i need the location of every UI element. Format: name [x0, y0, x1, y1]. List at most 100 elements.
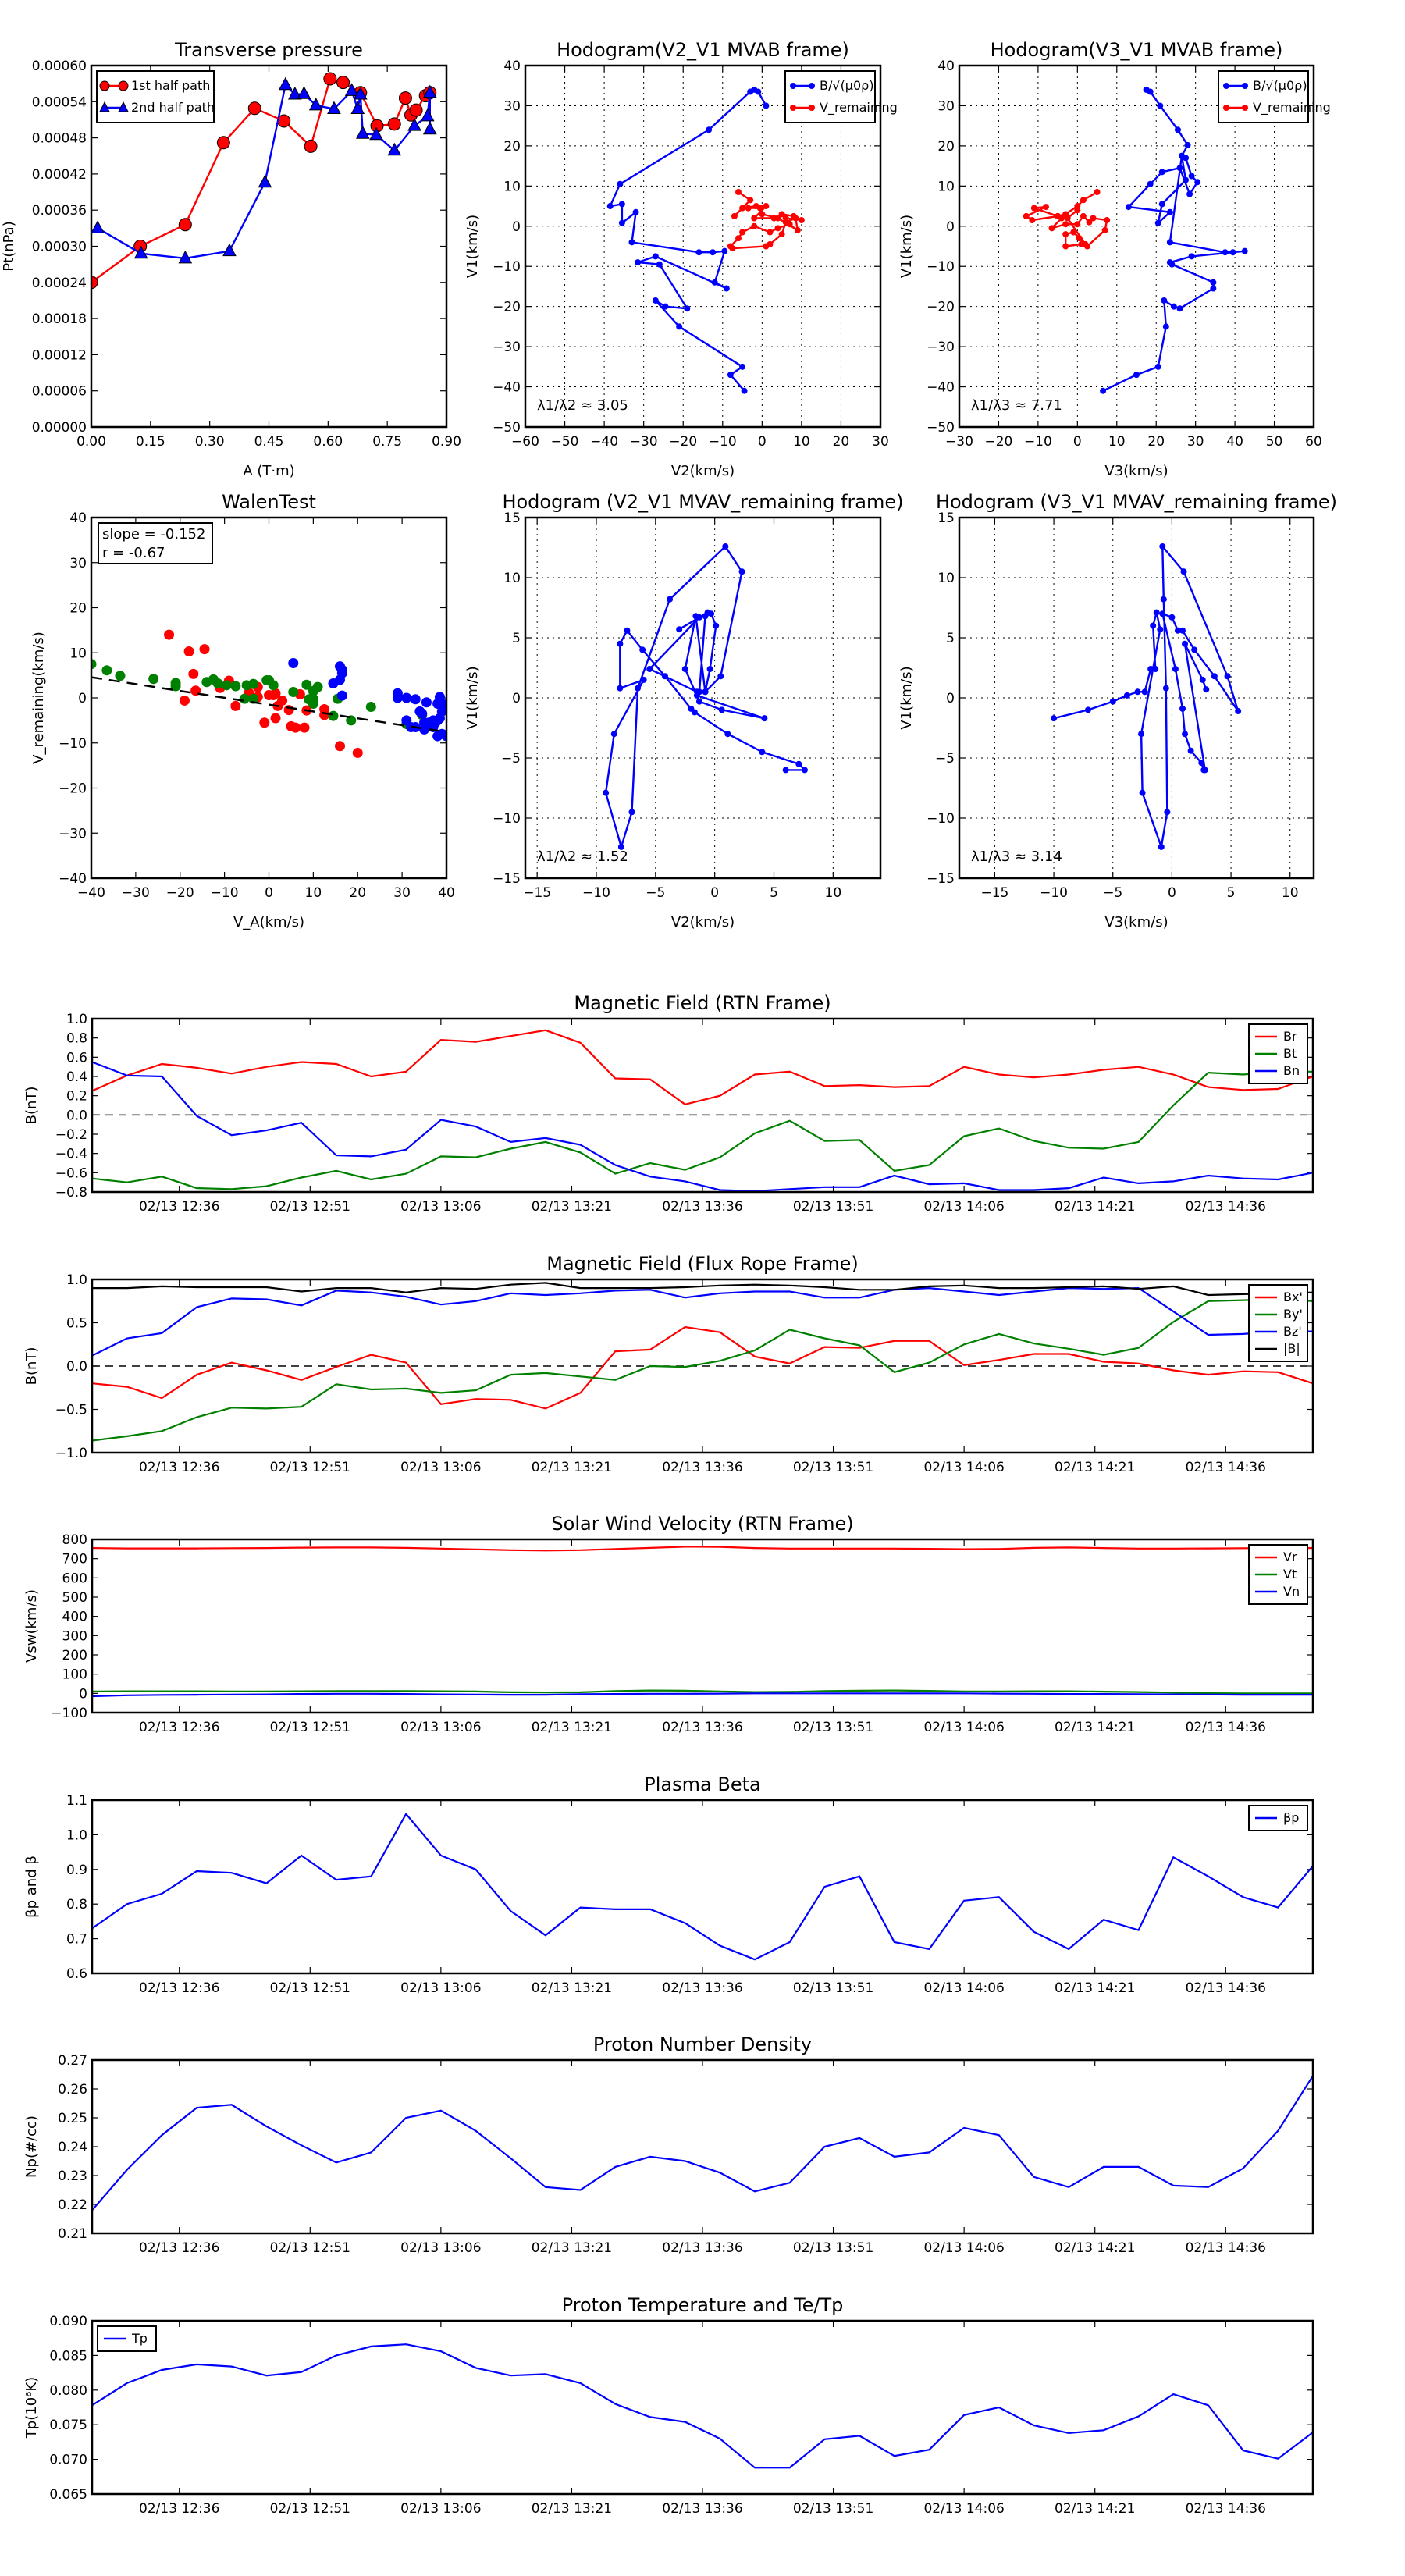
data-point-green: [212, 678, 223, 689]
x-tick-label: 0: [265, 885, 273, 901]
solar-wind-velocity-legend: Vr Vt Vn: [1248, 1544, 1308, 1605]
data-point-marker: [1080, 212, 1087, 219]
legend-marker: [99, 101, 110, 112]
data-point-marker: [1154, 219, 1161, 226]
plasma-beta-legend: βp: [1248, 1805, 1308, 1831]
y-tick-label: −30: [493, 340, 521, 355]
data-point-blue: [441, 731, 446, 742]
data-point-marker: [731, 212, 738, 219]
data-point-marker: [1125, 204, 1132, 211]
data-point-marker: [1042, 204, 1049, 211]
x-tick-label: −15: [980, 885, 1008, 901]
proton-number-density-chart: Proton Number Density 02/13 12:36 02/13 12…: [23, 2033, 1314, 2256]
data-point-green: [288, 686, 299, 697]
walen-r-text: r = -0.67: [102, 545, 165, 561]
legend-label: 1st half path: [131, 78, 210, 93]
y-tick-label: −10: [927, 811, 955, 827]
x-tick-label: 02/13 12:51: [270, 1460, 350, 1475]
x-tick-label: 02/13 13:36: [662, 1980, 742, 1996]
data-point-marker: [741, 387, 748, 394]
data-point-marker: [308, 97, 323, 111]
data-point-marker: [1082, 240, 1089, 247]
x-tick-label: 02/13 13:06: [400, 2501, 481, 2517]
data-point-marker: [1159, 543, 1166, 550]
legend-marker: [809, 83, 815, 89]
x-tick-label: −30: [122, 885, 150, 901]
y-tick-label: 1.0: [66, 1012, 87, 1027]
data-point-marker: [1152, 666, 1159, 673]
x-tick-label: −10: [709, 434, 737, 450]
data-point-marker: [1210, 285, 1217, 292]
legend-label: Br: [1283, 1029, 1297, 1044]
data-point-marker: [1074, 221, 1081, 228]
series-line-Vremaining: [729, 191, 802, 250]
legend-label: B/√(μ0ρ): [1253, 78, 1307, 93]
series-line-Vr: [92, 1546, 1313, 1552]
transverse-pressure-axes-frame: [90, 64, 448, 429]
x-tick-label: 0: [758, 434, 767, 450]
y-tick-label: 0.7: [66, 1932, 87, 1948]
data-point-marker: [617, 640, 624, 647]
legend-marker: [1223, 83, 1229, 89]
data-point-marker: [1141, 688, 1148, 696]
x-tick-label: −10: [1040, 885, 1068, 901]
x-tick-label: −60: [511, 434, 539, 450]
x-tick-label: 02/13 14:06: [923, 2240, 1004, 2256]
data-point-green: [248, 678, 259, 689]
series-line-Vn: [92, 1692, 1313, 1698]
data-point-marker: [639, 646, 646, 653]
data-point-marker: [774, 225, 781, 232]
data-point-marker: [646, 666, 653, 673]
y-tick-label: 600: [62, 1571, 87, 1586]
y-tick-label: 0.26: [58, 2082, 87, 2097]
y-tick-label: 30: [69, 556, 87, 571]
x-tick-label: 0: [710, 885, 719, 901]
data-point-marker: [610, 731, 617, 738]
data-point-marker: [1168, 261, 1176, 268]
data-point-marker: [751, 215, 758, 222]
x-tick-label: 02/13 13:21: [532, 1720, 612, 1735]
data-point-marker: [178, 250, 193, 264]
data-point-marker: [1074, 207, 1081, 214]
y-tick-label: 5: [946, 631, 955, 646]
x-tick-label: 02/13 12:51: [270, 1199, 350, 1215]
data-point-marker: [1179, 705, 1186, 712]
hodogram-v2-v1-mvab-ylabel: V1(km/s): [464, 215, 481, 278]
x-tick-label: −10: [1024, 434, 1052, 450]
x-tick-label: 02/13 12:51: [270, 2501, 350, 2517]
x-tick-label: 02/13 14:36: [1186, 1199, 1266, 1215]
y-tick-label: −40: [59, 871, 87, 887]
y-tick-label: 0.0: [66, 1108, 87, 1123]
y-tick-label: −15: [493, 871, 521, 887]
data-point-marker: [1203, 686, 1210, 693]
x-tick-label: −30: [630, 434, 658, 450]
data-point-marker: [778, 231, 785, 238]
y-tick-label: 0.4: [66, 1069, 87, 1085]
y-tick-label: 0.25: [58, 2111, 87, 2126]
y-tick-label: 10: [937, 571, 955, 586]
data-point-marker: [706, 666, 713, 673]
data-point-red: [164, 629, 175, 640]
x-tick-label: 0.60: [313, 434, 343, 450]
x-tick-label: 02/13 14:36: [1186, 1980, 1266, 1996]
hodogram-v3-v1-mvav-xlabel: V3(km/s): [1104, 914, 1168, 930]
x-tick-label: −5: [646, 885, 665, 901]
data-point-marker: [792, 215, 799, 222]
y-tick-label: −10: [59, 736, 87, 752]
data-point-marker: [767, 229, 774, 236]
data-point-marker: [1101, 226, 1108, 233]
data-point-marker: [1153, 609, 1160, 616]
data-point-marker: [216, 136, 230, 150]
data-point-marker: [407, 118, 422, 131]
data-point-marker: [763, 203, 770, 210]
legend-label: By': [1283, 1307, 1303, 1322]
data-point-marker: [1100, 387, 1107, 394]
x-tick-label: 0.00: [76, 434, 106, 450]
x-tick-label: 0.45: [254, 434, 284, 450]
x-tick-label: −15: [523, 885, 551, 901]
data-point-green: [91, 659, 97, 670]
x-tick-label: 0.90: [432, 434, 461, 450]
y-tick-label: −50: [927, 420, 955, 436]
legend-label: βp: [1283, 1810, 1299, 1825]
x-tick-label: 02/13 13:36: [662, 2501, 742, 2517]
